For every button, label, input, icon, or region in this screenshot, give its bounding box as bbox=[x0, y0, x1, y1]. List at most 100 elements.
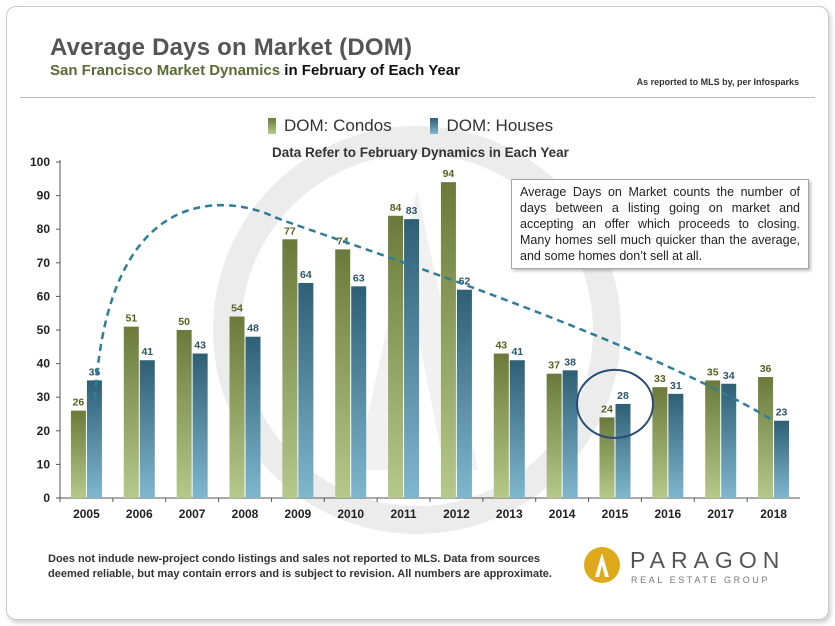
x-tick-label: 2018 bbox=[760, 507, 787, 521]
value-label-houses-2015: 28 bbox=[617, 390, 629, 402]
subtitle-suffix: in February of Each Year bbox=[284, 62, 460, 79]
logo-tagline: REAL ESTATE GROUP bbox=[631, 575, 771, 585]
definition-callout: Average Days on Market counts the number… bbox=[511, 179, 809, 269]
bar-houses-2017 bbox=[721, 383, 737, 498]
y-tick-label: 40 bbox=[37, 357, 51, 371]
x-tick-label: 2007 bbox=[179, 507, 206, 521]
logo-name: PARAGON bbox=[630, 547, 786, 573]
value-label-houses-2010: 63 bbox=[353, 272, 365, 284]
value-label-condos-2005: 26 bbox=[73, 397, 85, 409]
legend-swatch-condos bbox=[268, 118, 276, 134]
legend-swatch-houses bbox=[430, 118, 439, 134]
value-label-condos-2011: 84 bbox=[390, 202, 402, 214]
y-tick-label: 20 bbox=[37, 424, 51, 438]
bar-condos-2016 bbox=[652, 387, 668, 498]
value-label-houses-2009: 64 bbox=[300, 269, 312, 281]
value-label-houses-2012: 62 bbox=[459, 276, 471, 288]
trend-line bbox=[93, 203, 775, 422]
x-tick-label: 2008 bbox=[232, 507, 259, 521]
value-label-condos-2016: 33 bbox=[654, 373, 666, 385]
value-label-condos-2018: 36 bbox=[760, 363, 772, 375]
value-label-houses-2007: 43 bbox=[194, 340, 206, 352]
y-tick-label: 30 bbox=[37, 390, 51, 404]
bar-condos-2005 bbox=[70, 410, 86, 498]
data-note: Data Refer to February Dynamics in Each … bbox=[272, 145, 569, 160]
x-tick-label: 2013 bbox=[496, 507, 523, 521]
bar-condos-2017 bbox=[705, 380, 721, 498]
watermark-ring bbox=[213, 126, 621, 534]
value-label-houses-2016: 31 bbox=[670, 380, 682, 392]
value-label-condos-2007: 50 bbox=[178, 316, 190, 328]
bar-condos-2015 bbox=[599, 417, 615, 498]
value-label-houses-2013: 41 bbox=[511, 346, 523, 358]
bar-condos-2014 bbox=[546, 373, 562, 498]
y-tick-label: 0 bbox=[43, 491, 50, 505]
y-tick-label: 10 bbox=[37, 457, 51, 471]
bar-houses-2013 bbox=[509, 360, 525, 498]
bar-condos-2018 bbox=[758, 377, 774, 498]
value-label-condos-2009: 77 bbox=[284, 225, 296, 237]
bar-houses-2008 bbox=[245, 336, 261, 498]
x-tick-label: 2017 bbox=[707, 507, 734, 521]
value-label-condos-2012: 94 bbox=[443, 168, 455, 180]
x-tick-label: 2006 bbox=[126, 507, 153, 521]
y-tick-label: 70 bbox=[37, 256, 51, 270]
y-tick-label: 100 bbox=[30, 155, 50, 169]
bar-houses-2005 bbox=[86, 380, 102, 498]
bar-condos-2009 bbox=[282, 239, 298, 498]
x-tick-label: 2016 bbox=[655, 507, 682, 521]
bar-condos-2008 bbox=[229, 316, 245, 498]
bar-houses-2015 bbox=[615, 403, 631, 498]
x-tick-label: 2005 bbox=[73, 507, 100, 521]
value-label-houses-2018: 23 bbox=[776, 407, 788, 419]
bar-houses-2010 bbox=[351, 286, 367, 498]
value-label-condos-2017: 35 bbox=[707, 366, 719, 378]
value-label-houses-2011: 83 bbox=[406, 205, 418, 217]
title-divider bbox=[20, 97, 815, 98]
bar-houses-2014 bbox=[562, 370, 578, 498]
value-label-condos-2010: 74 bbox=[337, 235, 349, 247]
bar-houses-2016 bbox=[668, 393, 684, 498]
bar-houses-2007 bbox=[192, 353, 208, 498]
y-tick-label: 90 bbox=[37, 189, 51, 203]
bar-houses-2009 bbox=[298, 282, 314, 498]
chart-subtitle: San Francisco Market Dynamics in Februar… bbox=[50, 62, 460, 79]
bar-condos-2007 bbox=[176, 330, 192, 498]
paragon-logo-icon bbox=[584, 547, 620, 583]
x-tick-label: 2011 bbox=[391, 507, 417, 521]
x-tick-label: 2014 bbox=[549, 507, 576, 521]
value-label-houses-2006: 41 bbox=[141, 346, 153, 358]
footnote: Does not indude new-project condo listin… bbox=[48, 553, 552, 580]
bar-houses-2011 bbox=[404, 219, 420, 498]
highlight-circle-2015 bbox=[576, 368, 654, 439]
legend-item-houses: DOM: Houses bbox=[430, 116, 553, 136]
y-tick-label: 60 bbox=[37, 289, 51, 303]
y-tick-label: 80 bbox=[37, 222, 51, 236]
bar-condos-2011 bbox=[388, 215, 404, 498]
y-tick-label: 50 bbox=[37, 323, 51, 337]
x-tick-label: 2010 bbox=[337, 507, 364, 521]
value-label-houses-2005: 35 bbox=[89, 366, 101, 378]
value-label-condos-2008: 54 bbox=[231, 303, 243, 315]
bar-houses-2018 bbox=[774, 420, 790, 498]
value-label-houses-2017: 34 bbox=[723, 370, 735, 382]
x-tick-label: 2012 bbox=[443, 507, 470, 521]
bar-houses-2006 bbox=[139, 360, 155, 498]
value-label-houses-2008: 48 bbox=[247, 323, 259, 335]
legend-label-houses: DOM: Houses bbox=[446, 116, 554, 135]
value-label-condos-2013: 43 bbox=[495, 340, 507, 352]
bar-condos-2010 bbox=[335, 249, 351, 498]
value-label-houses-2014: 38 bbox=[564, 356, 576, 368]
value-label-condos-2006: 51 bbox=[125, 313, 137, 325]
x-tick-label: 2009 bbox=[285, 507, 312, 521]
legend-label-condos: DOM: Condos bbox=[284, 116, 392, 135]
bar-condos-2012 bbox=[440, 182, 456, 498]
source-note: As reported to MLS by, per Infosparks bbox=[636, 77, 799, 87]
value-label-condos-2015: 24 bbox=[601, 403, 613, 415]
bar-houses-2012 bbox=[456, 289, 472, 498]
bar-condos-2006 bbox=[123, 326, 139, 498]
subtitle-main: San Francisco Market Dynamics bbox=[50, 62, 281, 79]
legend: DOM: Condos DOM: Houses bbox=[268, 116, 587, 139]
value-label-condos-2014: 37 bbox=[548, 360, 560, 372]
